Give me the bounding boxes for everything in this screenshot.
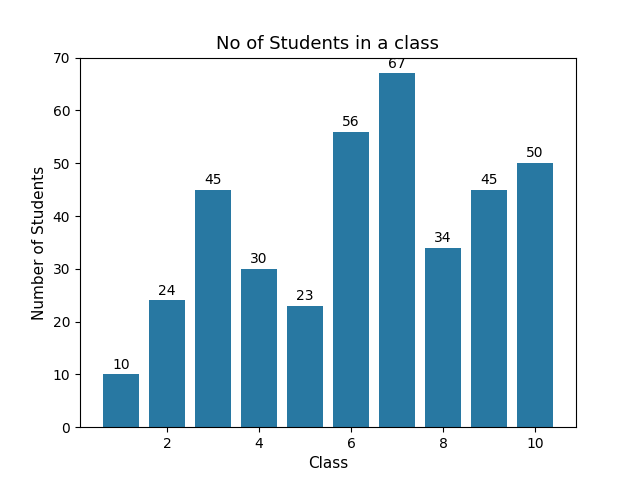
- Bar: [102, 374, 140, 427]
- Bar: [195, 190, 232, 427]
- Text: 34: 34: [435, 231, 452, 245]
- Text: 10: 10: [112, 358, 130, 372]
- Title: No of Students in a class: No of Students in a class: [216, 35, 440, 53]
- Bar: [470, 190, 508, 427]
- Text: 24: 24: [158, 284, 176, 298]
- Text: 23: 23: [296, 289, 314, 303]
- Bar: [287, 306, 323, 427]
- X-axis label: Class: Class: [308, 456, 348, 471]
- Bar: [241, 269, 277, 427]
- Text: 56: 56: [342, 115, 360, 129]
- Y-axis label: Number of Students: Number of Students: [32, 165, 47, 320]
- Bar: [424, 248, 461, 427]
- Bar: [148, 300, 186, 427]
- Text: 45: 45: [480, 173, 498, 187]
- Bar: [516, 163, 554, 427]
- Text: 45: 45: [204, 173, 221, 187]
- Text: 50: 50: [526, 146, 544, 160]
- Bar: [333, 132, 369, 427]
- Text: 30: 30: [250, 252, 268, 266]
- Text: 67: 67: [388, 57, 406, 71]
- Bar: [379, 73, 415, 427]
